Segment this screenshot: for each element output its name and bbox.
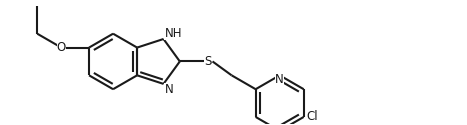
Text: N: N (164, 83, 173, 96)
Text: NH: NH (164, 27, 182, 40)
Text: O: O (57, 41, 66, 54)
Text: N: N (275, 73, 284, 86)
Text: S: S (204, 55, 211, 68)
Text: Cl: Cl (307, 110, 318, 124)
